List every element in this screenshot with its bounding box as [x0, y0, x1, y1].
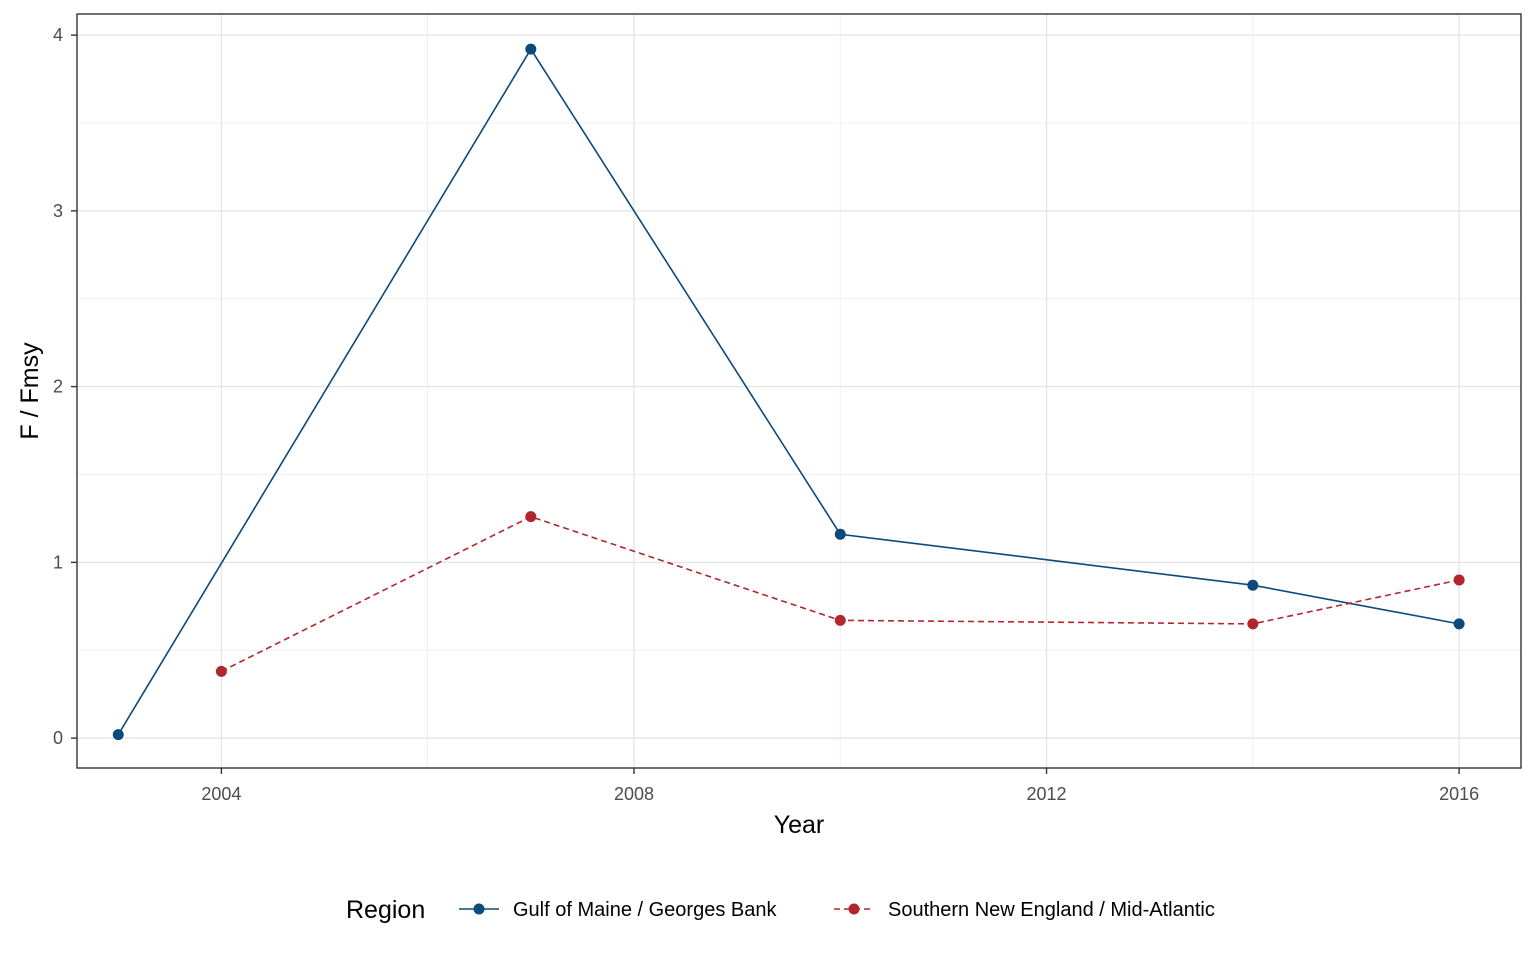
- legend-label-gulf-of-maine: Gulf of Maine / Georges Bank: [513, 899, 777, 921]
- major-gridlines: [77, 14, 1521, 768]
- x-tick-label: 2012: [1027, 784, 1067, 804]
- data-point-gulf-of-maine: [1453, 618, 1465, 630]
- y-tick-label: 2: [53, 377, 63, 397]
- y-tick-label: 0: [53, 728, 63, 748]
- legend-key-point: [848, 903, 860, 915]
- data-point-gulf-of-maine: [1247, 579, 1259, 591]
- data-point-gulf-of-maine: [112, 729, 124, 741]
- data-point-gulf-of-maine: [525, 43, 537, 55]
- data-point-southern-new-england: [525, 511, 537, 523]
- data-point-southern-new-england: [1247, 618, 1259, 630]
- panel-border: [76, 13, 1522, 769]
- data-point-southern-new-england: [1453, 574, 1465, 586]
- y-tick-label: 1: [53, 552, 63, 572]
- legend-label-southern-new-england: Southern New England / Mid-Atlantic: [888, 899, 1215, 921]
- legend-key-southern-new-england: [834, 903, 874, 915]
- legend-key-gulf-of-maine: [459, 903, 499, 915]
- y-axis: 0 1 2 3 4: [53, 25, 77, 748]
- y-tick-label: 4: [53, 25, 63, 45]
- data-point-southern-new-england: [834, 614, 846, 626]
- data-point-gulf-of-maine: [834, 528, 846, 540]
- series-layer: [112, 43, 1465, 741]
- x-axis: 2004 2008 2012 2016: [201, 768, 1479, 804]
- x-axis-title: Year: [774, 811, 825, 839]
- legend-key-point: [473, 903, 485, 915]
- minor-gridlines: [77, 14, 1521, 768]
- data-point-southern-new-england: [215, 665, 227, 677]
- legend-title: Region: [346, 896, 425, 924]
- legend: Region Gulf of Maine / Georges Bank Sout…: [346, 896, 1215, 924]
- x-tick-label: 2004: [201, 784, 241, 804]
- x-tick-label: 2008: [614, 784, 654, 804]
- y-axis-title: F / Fmsy: [16, 342, 44, 440]
- y-tick-label: 3: [53, 201, 63, 221]
- x-tick-label: 2016: [1439, 784, 1479, 804]
